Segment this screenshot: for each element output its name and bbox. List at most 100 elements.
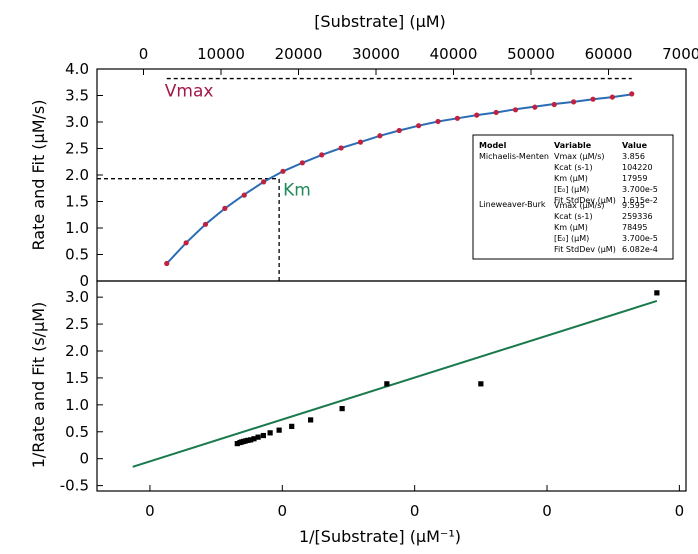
bottom-y-tick-label: 0.5 xyxy=(65,423,89,441)
legend-var: [E₀] (μM) xyxy=(554,234,589,243)
legend-var: Km (μM) xyxy=(554,174,588,183)
reciprocal-data-point xyxy=(248,437,254,443)
legend-model-mm: Michaelis-Menten xyxy=(479,152,549,161)
fit-legend: Model Variable Value Michaelis-Menten Vm… xyxy=(472,134,674,260)
reciprocal-data-point xyxy=(276,427,282,433)
legend-header-value: Value xyxy=(622,141,648,150)
bottom-x-ticks: 0 0 0 0 0 xyxy=(145,485,684,520)
legend-var: Fit StdDev (μM) xyxy=(554,245,616,254)
top-y-tick-label: 2.5 xyxy=(65,140,89,158)
legend-val: 17959 xyxy=(622,174,647,183)
rate-data-point xyxy=(629,91,635,97)
rate-data-point xyxy=(474,112,480,118)
bottom-x-axis-label: 1/[Substrate] (μM⁻¹) xyxy=(299,527,461,546)
legend-var: [E₀] (μM) xyxy=(554,185,589,194)
legend-var: Kcat (s-1) xyxy=(554,212,593,221)
km-label: Km xyxy=(283,181,311,201)
bottom-y-tick-label: 1.0 xyxy=(65,396,89,414)
top-x-tick-label: 40000 xyxy=(430,45,478,63)
reciprocal-data-point xyxy=(654,290,660,296)
bottom-x-tick-label: 0 xyxy=(410,502,420,520)
top-y-tick-label: 2.0 xyxy=(65,166,89,184)
top-x-tick-label: 20000 xyxy=(275,45,323,63)
rate-data-point xyxy=(357,139,364,145)
top-y-tick-label: 0 xyxy=(79,272,89,290)
legend-val: 3.856 xyxy=(622,152,645,161)
reciprocal-data-point xyxy=(267,430,273,436)
top-y-tick-label: 3.0 xyxy=(65,113,89,131)
top-x-tick-label: 30000 xyxy=(352,45,400,63)
reciprocal-data-point xyxy=(289,423,295,429)
bottom-y-axis-label: 1/Rate and Fit (s/μM) xyxy=(29,302,48,469)
bottom-series xyxy=(132,290,660,468)
reciprocal-data-point xyxy=(251,436,257,442)
bottom-y-tick-label: 2.5 xyxy=(65,315,89,333)
top-x-tick-label: 60000 xyxy=(585,45,633,63)
rate-data-point xyxy=(493,109,499,116)
rate-data-point xyxy=(183,240,189,246)
rate-data-point xyxy=(241,192,247,198)
legend-var: Fit StdDev (μM) xyxy=(554,196,616,205)
top-x-tick-label: 0 xyxy=(139,45,149,63)
bottom-y-tick-label: 2.0 xyxy=(65,342,89,360)
bottom-x-tick-label: 0 xyxy=(278,502,288,520)
top-annotations: Vmax Km xyxy=(97,77,632,281)
top-panel: [Substrate] (μM) Rate and Fit (μM/s) 0 10… xyxy=(29,12,698,290)
bottom-y-ticks: -0.5 0 0.5 1.0 1.5 2.0 2.5 3.0 xyxy=(60,288,103,495)
legend-val: 104220 xyxy=(622,163,653,172)
reciprocal-data-point xyxy=(308,417,314,423)
bottom-x-tick-label: 0 xyxy=(145,502,155,520)
legend-var: Kcat (s-1) xyxy=(554,163,593,172)
rate-data-point xyxy=(396,127,402,134)
reciprocal-data-point xyxy=(384,381,390,387)
bottom-x-tick-label: 0 xyxy=(675,502,685,520)
vmax-label: Vmax xyxy=(165,82,214,102)
bottom-panel: 1/[Substrate] (μM⁻¹) 1/Rate and Fit (s/μ… xyxy=(29,280,687,546)
rate-data-point xyxy=(280,168,286,174)
rate-data-point xyxy=(416,123,422,129)
reciprocal-data-point xyxy=(260,432,266,439)
legend-header-model: Model xyxy=(479,141,507,150)
reciprocal-data-point xyxy=(339,406,345,412)
rate-data-point xyxy=(512,107,519,113)
top-y-tick-label: 0.5 xyxy=(65,246,89,264)
legend-var: Vmax (μM/s) xyxy=(554,201,605,210)
legend-var: Km (μM) xyxy=(554,223,588,232)
top-y-tick-label: 3.5 xyxy=(65,87,89,105)
rate-data-point xyxy=(319,152,325,158)
legend-val: 3.700e-5 xyxy=(622,234,658,243)
legend-var: Vmax (μM/s) xyxy=(554,152,605,161)
rate-data-point xyxy=(571,99,577,105)
rate-data-point xyxy=(532,104,538,110)
bottom-y-tick-label: 0 xyxy=(79,450,89,468)
top-y-tick-label: 1.0 xyxy=(65,219,89,237)
rate-data-point xyxy=(299,160,305,166)
top-y-ticks: 0 0.5 1.0 1.5 2.0 2.5 3.0 3.5 4.0 xyxy=(65,60,103,290)
legend-val: 1.615e-2 xyxy=(622,196,658,205)
lb-fit-line xyxy=(132,299,658,468)
top-x-tick-label: 50000 xyxy=(507,45,555,63)
top-x-tick-label: 10000 xyxy=(197,45,245,63)
rate-data-point xyxy=(202,221,209,227)
legend-header-variable: Variable xyxy=(554,141,592,150)
top-series xyxy=(164,91,635,267)
legend-val: 9.595 xyxy=(622,201,645,210)
bottom-y-tick-label: 1.5 xyxy=(65,369,89,387)
top-y-tick-label: 1.5 xyxy=(65,193,89,211)
rate-data-point xyxy=(377,133,383,139)
reciprocal-data-point xyxy=(478,381,484,387)
top-y-axis-label: Rate and Fit (μM/s) xyxy=(29,100,48,251)
rate-data-point xyxy=(338,145,344,151)
bottom-plot-frame xyxy=(96,280,687,492)
legend-model-lb: Lineweaver-Burk xyxy=(479,200,546,209)
rate-data-point xyxy=(609,94,615,100)
rate-data-point xyxy=(590,96,596,102)
legend-val: 3.700e-5 xyxy=(622,185,658,194)
bottom-x-tick-label: 0 xyxy=(542,502,552,520)
rate-data-point xyxy=(261,179,267,185)
top-y-tick-label: 4.0 xyxy=(65,60,89,78)
reciprocal-data-point xyxy=(245,437,251,443)
